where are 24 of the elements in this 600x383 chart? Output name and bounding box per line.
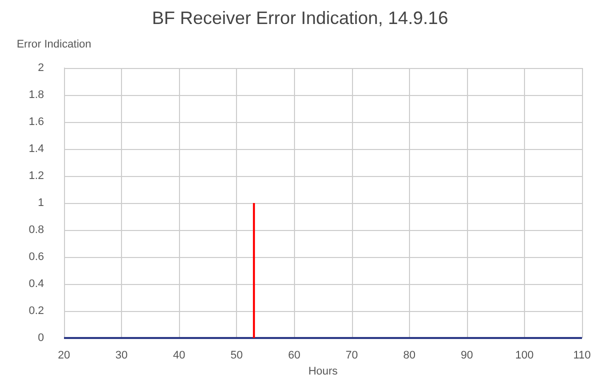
x-tick-label: 40	[172, 350, 186, 362]
x-tick-label: 90	[460, 350, 474, 362]
x-tick-label: 110	[573, 350, 591, 362]
y-tick-label: 1.2	[28, 170, 44, 182]
y-tick-label: 0.4	[28, 278, 44, 290]
y-tick-label: 0	[38, 332, 44, 344]
x-tick-label: 30	[115, 350, 128, 362]
x-tick-label: 60	[288, 350, 300, 362]
y-tick-label: 0.8	[28, 224, 44, 236]
y-tick-label: 1	[38, 197, 44, 209]
y-axis-title: Error Indication	[16, 38, 92, 50]
x-tick-label: 80	[403, 350, 416, 362]
y-tick-label: 1.8	[28, 89, 44, 101]
x-tick-label: 50	[230, 350, 243, 362]
x-tick-label: 20	[58, 350, 70, 362]
y-tick-label: 0.6	[28, 251, 44, 263]
x-axis-title: Hours	[308, 366, 338, 378]
x-tick-label: 100	[515, 350, 534, 362]
y-tick-label: 1.6	[28, 116, 44, 128]
y-tick-label: 2	[38, 62, 44, 74]
y-tick-label: 0.2	[28, 305, 44, 317]
chart-title: BF Receiver Error Indication, 14.9.16	[152, 8, 448, 28]
x-tick-label: 70	[346, 350, 358, 362]
y-tick-label: 1.4	[28, 143, 44, 155]
